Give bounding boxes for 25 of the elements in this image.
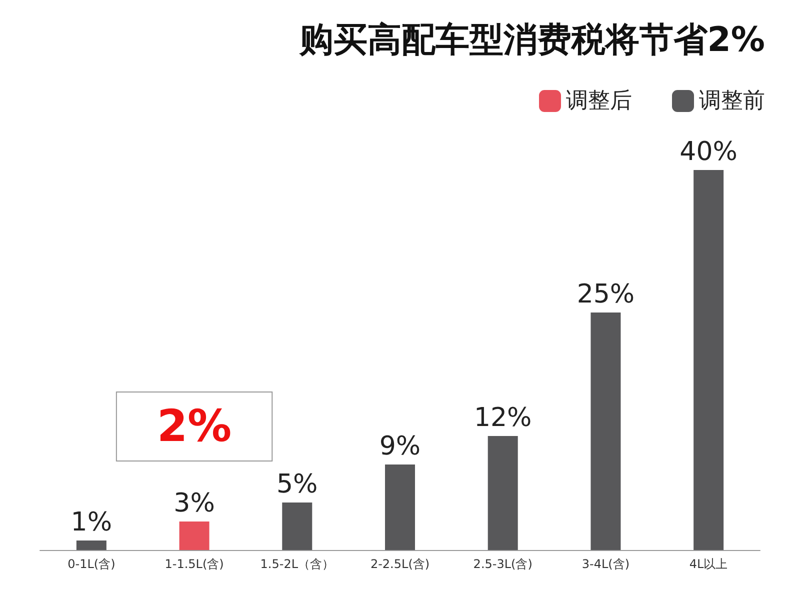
bar [282,502,312,550]
x-tick-label: 2.5-3L(含) [473,557,532,571]
legend-label: 调整前 [699,88,765,114]
bar [590,312,621,550]
x-tick-label: 3-4L(含) [582,557,630,571]
x-tick-label: 2-2.5L(含) [370,557,430,571]
x-tick-label: 4L以上 [689,557,728,571]
x-tick-label: 0-1L(含) [68,557,116,571]
data-label: 25% [576,280,635,310]
bar [694,170,724,550]
data-label: 12% [474,403,532,433]
data-label: 9% [379,432,421,462]
data-label: 40% [680,137,738,167]
chart-title: 购买高配车型消费税将节省2% [298,20,766,60]
bar [385,464,415,550]
bar [179,522,210,550]
bar [76,540,106,550]
data-label: 3% [174,488,215,518]
bar [488,436,518,550]
annotation: 2% [156,401,232,452]
x-tick-label: 1-1.5L(含) [164,557,224,571]
data-label: 1% [70,508,112,538]
data-label: 5% [276,470,318,500]
legend-label: 调整后 [566,88,632,114]
x-tick-label: 1.5-2L（含） [260,557,334,571]
